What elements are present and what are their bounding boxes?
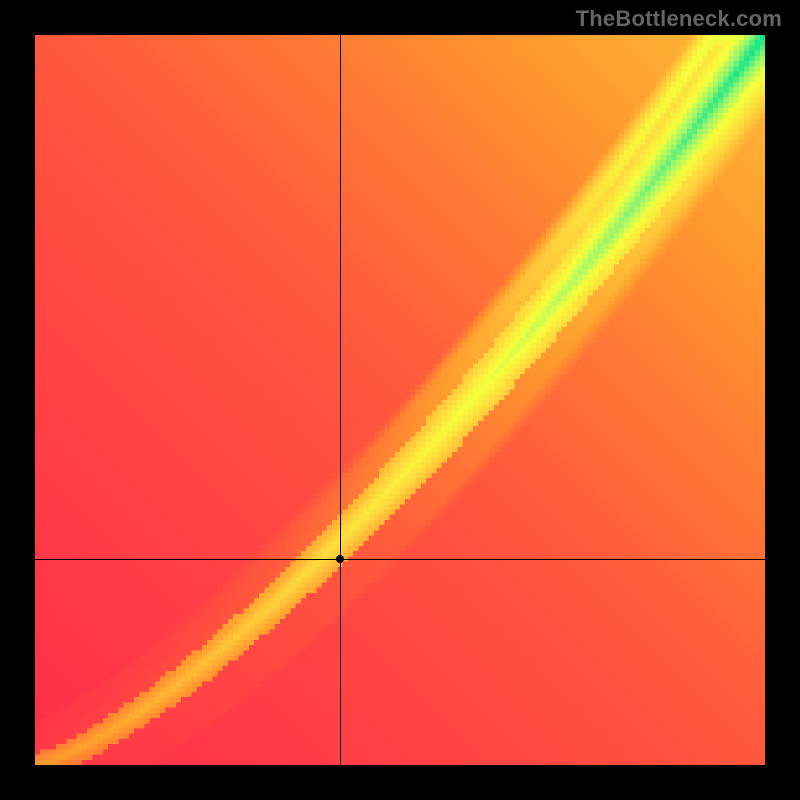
- crosshair-marker: [336, 555, 344, 563]
- crosshair-vertical: [340, 35, 341, 765]
- heatmap-canvas: [35, 35, 765, 765]
- crosshair-horizontal: [35, 559, 765, 560]
- watermark-text: TheBottleneck.com: [576, 6, 782, 32]
- chart-container: TheBottleneck.com: [0, 0, 800, 800]
- heatmap-plot: [35, 35, 765, 765]
